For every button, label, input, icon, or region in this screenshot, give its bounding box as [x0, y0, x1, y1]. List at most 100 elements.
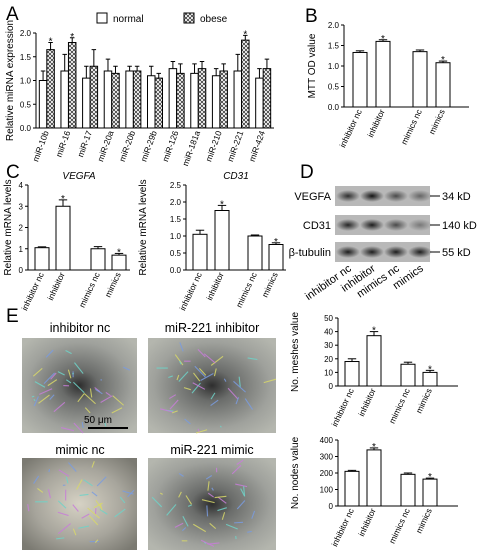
- legend-swatch-normal: [97, 13, 107, 23]
- x-tick-label-mimics-nc: mimics nc: [387, 386, 412, 425]
- micrograph-label-mir-221-inhibitor: miR-221 inhibitor: [165, 321, 259, 335]
- significance-star: *: [61, 194, 65, 205]
- micrographs: inhibitor nc miR-221 inhibitor mimic nc miR…: [22, 321, 276, 550]
- x-tick-label-mir-126: miR-126: [160, 129, 180, 163]
- y-axis-label: No. meshes value: [290, 312, 301, 392]
- x-tick-label-mimics: mimics: [414, 507, 434, 535]
- bar-inhibitor: [56, 206, 70, 270]
- y-tick-label: 1.0: [20, 77, 32, 86]
- bar-mimics-nc: [401, 364, 415, 386]
- y-tick-label: 2: [19, 224, 24, 233]
- legend-label-normal: normal: [113, 14, 144, 25]
- legend-label-obese: obese: [200, 14, 228, 25]
- x-tick-label-mir-210: miR-210: [203, 129, 223, 163]
- x-tick-label-inhibitor-nc: inhibitor nc: [19, 270, 46, 312]
- significance-star: *: [381, 34, 385, 45]
- significance-star: *: [428, 472, 432, 483]
- y-tick-label: 0: [329, 502, 334, 511]
- panel-label-e: E: [6, 306, 19, 327]
- x-tick-label-inhibitor-nc: inhibitor nc: [329, 386, 356, 428]
- y-axis-label: No. nodes value: [290, 436, 301, 509]
- bar-mir-424-normal: [256, 78, 264, 128]
- micrograph-mir-221-inhibitor: [148, 338, 276, 433]
- blot-band-cd31-inhibitor: [360, 219, 384, 231]
- chart-title: CD31: [223, 171, 249, 182]
- bar-mir-16-obese: [68, 43, 76, 129]
- blot-band-tubulin-mimics-nc: [384, 246, 408, 258]
- significance-star: *: [372, 442, 376, 453]
- significance-star: *: [274, 237, 278, 248]
- y-tick-label: 20: [324, 355, 333, 364]
- x-tick-label-mimics: mimics: [414, 387, 434, 415]
- y-tick-label: 0.5: [170, 249, 182, 258]
- bar-mimics-nc: [401, 474, 415, 506]
- y-axis-label: Relative mRNA levels: [138, 179, 149, 275]
- y-axis-label: Relative miRNA expression: [5, 20, 16, 141]
- significance-star: *: [428, 364, 432, 375]
- legend-swatch-obese: [184, 13, 194, 23]
- blot-kd-label-tubulin: 55 kD: [442, 247, 471, 259]
- blot-kd-label-vegfa: 34 kD: [442, 191, 471, 203]
- y-tick-label: 2.0: [328, 21, 340, 30]
- bar-mir-20b-normal: [126, 71, 134, 128]
- x-tick-label-inhibitor: inhibitor: [356, 506, 378, 537]
- bar-mimics-nc: [91, 249, 105, 270]
- y-tick-label: 2.0: [170, 198, 182, 207]
- bar-inhibitor-nc: [345, 362, 359, 386]
- bar-mir-29b-obese: [155, 78, 163, 128]
- micrograph-mir-221-mimic: [148, 458, 276, 550]
- x-tick-label-mir-221: miR-221: [225, 129, 245, 163]
- bar-mir-221-normal: [234, 71, 242, 128]
- y-tick-label: 3: [19, 202, 24, 211]
- micrograph-label-mir-221-mimic: miR-221 mimic: [170, 443, 253, 457]
- x-tick-label-inhibitor: inhibitor: [204, 270, 226, 301]
- x-tick-label-inhibitor-nc: inhibitor nc: [177, 270, 204, 312]
- bar-mir-210-normal: [212, 76, 220, 128]
- bar-mir-10b-normal: [39, 81, 47, 129]
- x-tick-label-mir-16: miR-16: [54, 129, 73, 158]
- bar-mir-126-obese: [177, 73, 185, 128]
- panel-label-b: B: [305, 6, 318, 27]
- y-tick-label: 400: [320, 436, 334, 445]
- bar-inhibitor-nc: [353, 52, 367, 107]
- blot-protein-label-cd31: CD31: [303, 220, 331, 232]
- bar-mimics: [436, 63, 450, 107]
- bar-mir-17-obese: [90, 66, 98, 128]
- y-tick-label: 0.0: [20, 124, 32, 133]
- blot-band-tubulin-mimics: [408, 246, 432, 258]
- bar-mir-17-normal: [83, 78, 91, 128]
- micrograph-label-inhibitor-nc: inhibitor nc: [50, 321, 110, 335]
- y-tick-label: 1.5: [20, 53, 32, 62]
- x-tick-label-mimics: mimics: [103, 271, 123, 299]
- bar-mir-210-obese: [220, 71, 228, 128]
- y-tick-label: 0: [19, 266, 24, 275]
- network-segment: [32, 396, 34, 397]
- significance-star: *: [49, 37, 53, 48]
- bar-inhibitor-nc: [35, 248, 49, 270]
- bar-mimics-nc: [413, 52, 427, 107]
- y-tick-label: 40: [324, 328, 333, 337]
- x-tick-label-inhibitor: inhibitor: [365, 107, 387, 138]
- x-tick-label-inhibitor: inhibitor: [356, 386, 378, 417]
- bar-mir-20a-normal: [104, 71, 112, 128]
- network-segment: [207, 505, 208, 516]
- blot-band-tubulin-inhibitor-nc: [336, 246, 360, 258]
- y-axis-label: Relative mRNA levels: [3, 179, 14, 275]
- micrograph-label-mimic-nc: mimic nc: [55, 443, 104, 457]
- y-tick-label: 1.0: [328, 62, 340, 71]
- bar-mir-20b-obese: [133, 71, 141, 128]
- y-tick-label: 1: [19, 245, 24, 254]
- blot-band-cd31-mimics: [408, 219, 432, 231]
- blot-band-vegfa-mimics-nc: [384, 190, 408, 202]
- bar-mir-10b-obese: [47, 50, 55, 128]
- micrograph-image: [22, 458, 137, 550]
- bar-mir-20a-obese: [112, 73, 120, 128]
- bar-mimics: [423, 479, 437, 506]
- y-tick-label: 0.0: [328, 103, 340, 112]
- micrograph-inhibitor-nc: [22, 338, 137, 433]
